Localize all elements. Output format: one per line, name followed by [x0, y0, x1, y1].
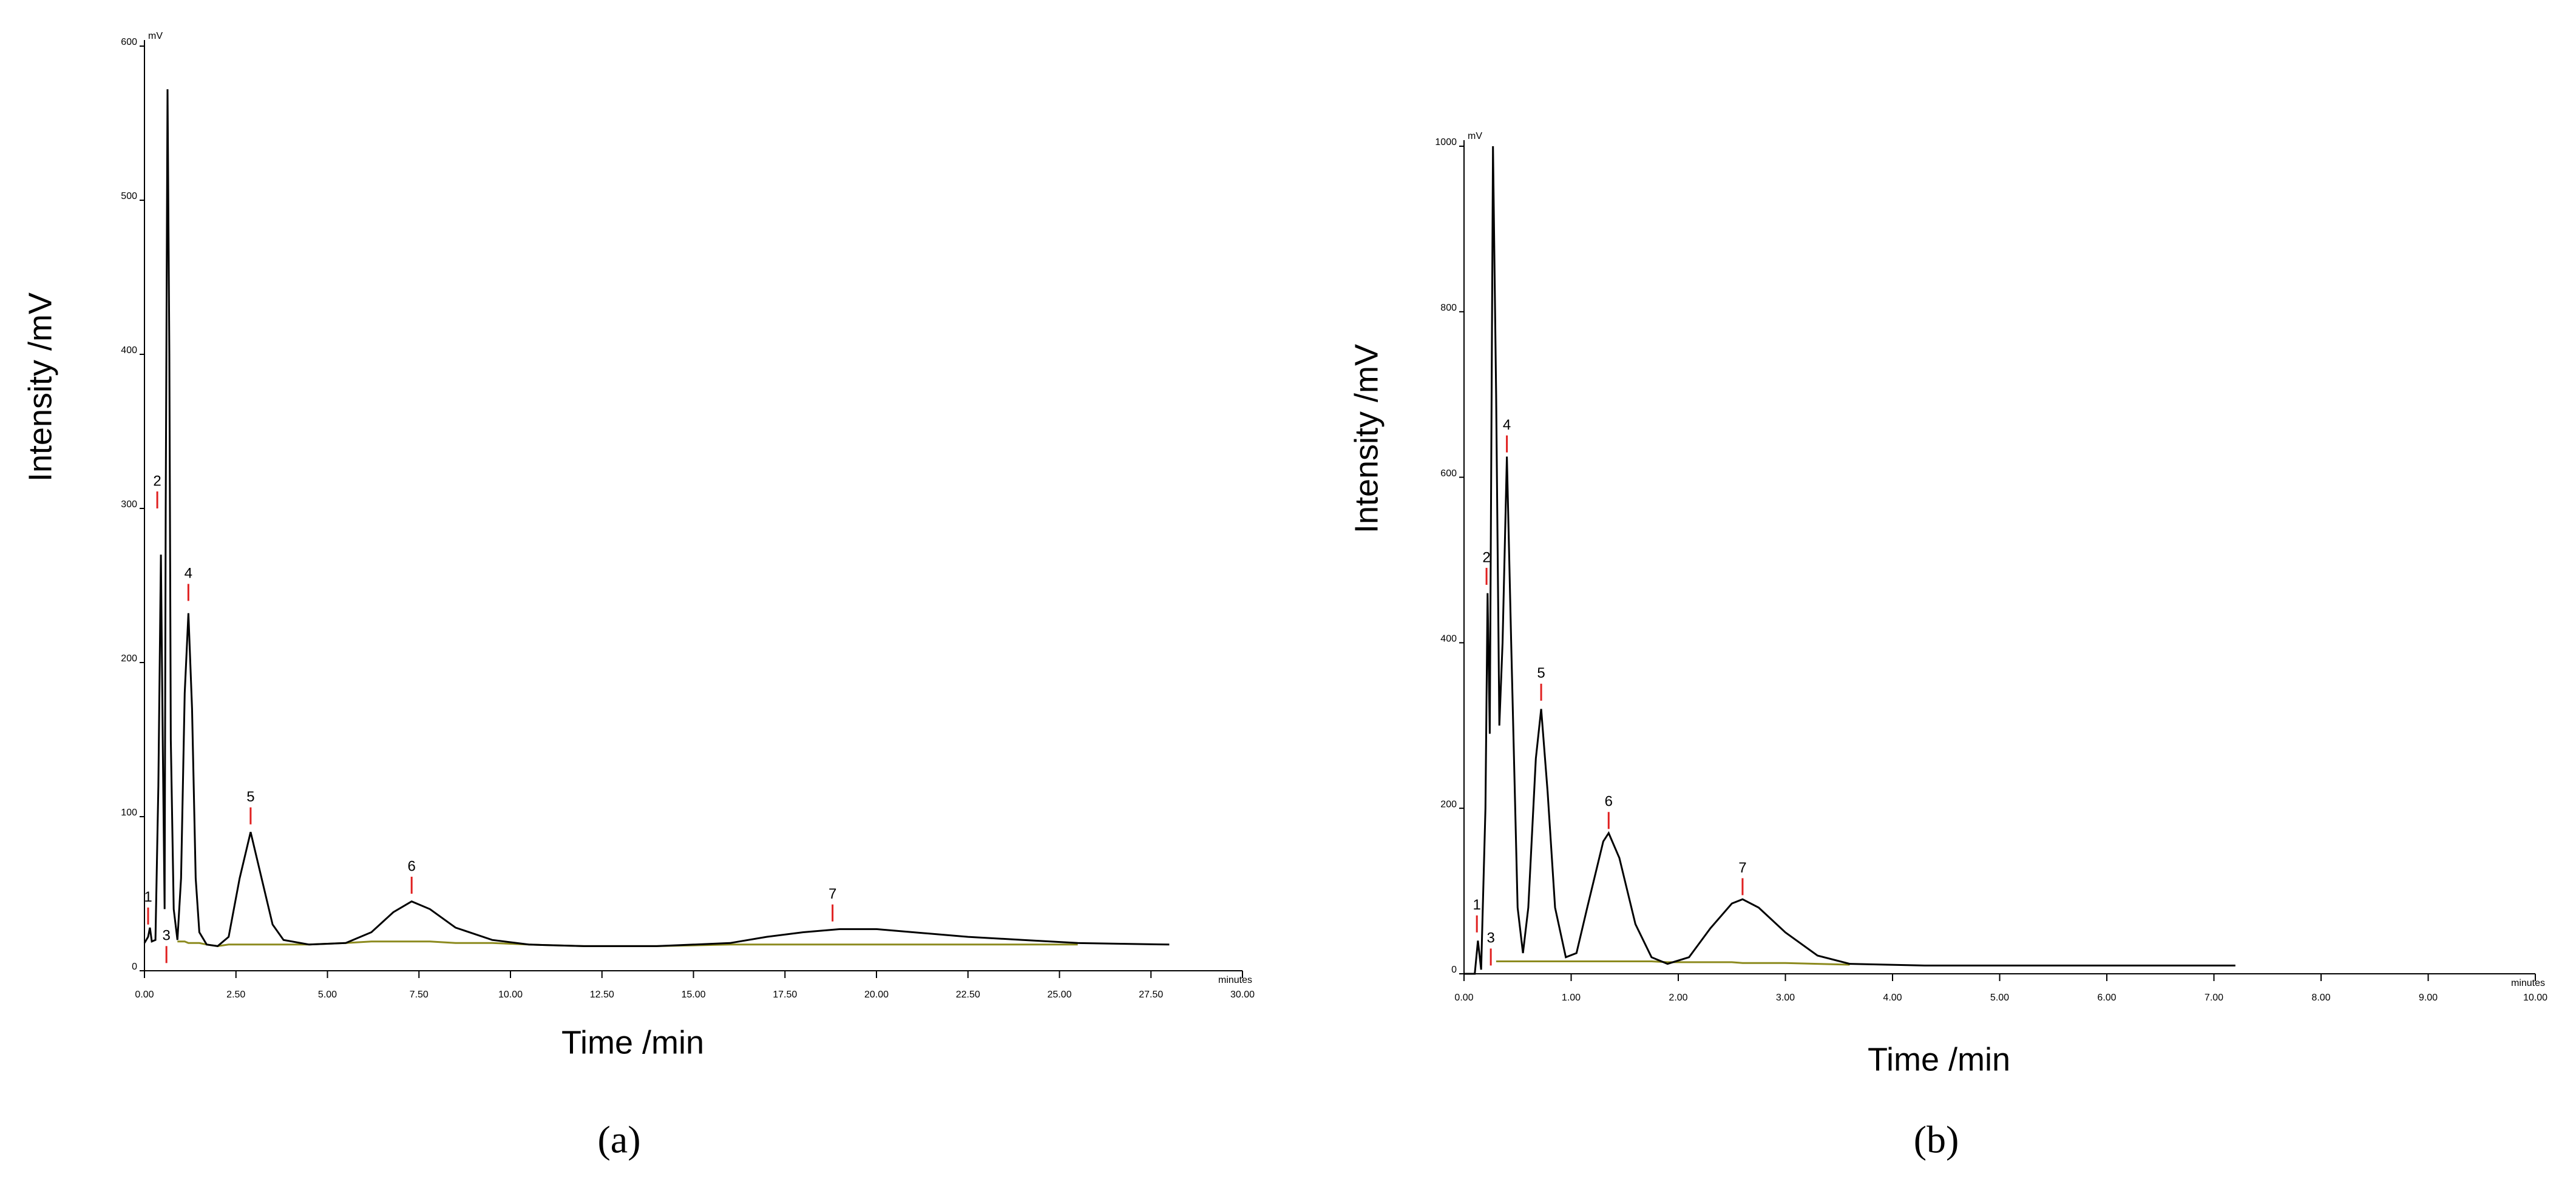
peak-label: 7 [829, 886, 836, 902]
y-tick-label: 300 [121, 499, 137, 510]
x-tick-label: 5.00 [1990, 993, 2009, 1003]
y-tick-label: 600 [1440, 468, 1457, 479]
peak-label: 5 [246, 789, 254, 805]
x-axis-title: Time /min [1868, 1041, 2010, 1078]
y-tick-label: 1000 [1435, 137, 1457, 147]
x-unit: minutes [1218, 975, 1252, 985]
x-unit: minutes [2511, 978, 2545, 988]
y-tick-label: 400 [121, 345, 137, 356]
trace [1464, 146, 2235, 975]
x-tick-label: 8.00 [2311, 993, 2330, 1003]
x-tick-label: 10.00 [2523, 993, 2547, 1003]
peak-label: 3 [1486, 930, 1494, 946]
x-tick-label: 2.00 [1669, 993, 1687, 1003]
peak-label: 4 [1503, 417, 1511, 433]
y-tick-label: 400 [1440, 634, 1457, 644]
x-tick-label: 10.00 [498, 990, 523, 1000]
peak-label: 6 [1605, 794, 1613, 810]
trace [177, 940, 1078, 947]
x-tick-label: 4.00 [1883, 993, 1902, 1003]
y-tick-label: 0 [1451, 965, 1457, 975]
peak-label: 1 [1473, 897, 1481, 913]
x-tick-label: 0.00 [1454, 993, 1473, 1003]
peak-label: 2 [1482, 549, 1490, 565]
panel-label: (a) [597, 1118, 640, 1161]
y-tick-label: 800 [1440, 303, 1457, 313]
x-tick-label: 5.00 [318, 990, 337, 1000]
y-tick-label: 100 [121, 808, 137, 818]
peak-label: 4 [185, 565, 192, 582]
y-tick-label: 0 [132, 962, 137, 972]
peak-label: 5 [1537, 665, 1545, 681]
peak-label: 6 [408, 858, 416, 874]
x-tick-label: 22.50 [956, 990, 980, 1000]
y-axis-title: Intensity /mV [22, 292, 58, 482]
x-axis-title: Time /min [561, 1024, 704, 1061]
x-tick-label: 7.50 [410, 990, 429, 1000]
peak-label: 3 [163, 928, 171, 944]
trace [1496, 960, 1850, 966]
x-tick-label: 7.00 [2205, 993, 2223, 1003]
x-tick-label: 1.00 [1562, 993, 1581, 1003]
peak-label: 2 [153, 473, 161, 489]
panel-label: (b) [1914, 1118, 1959, 1161]
y-tick-label: 600 [121, 37, 137, 47]
x-tick-label: 0.00 [135, 990, 154, 1000]
y-axis-title: Intensity /mV [1348, 344, 1385, 533]
peak-label: 7 [1738, 860, 1746, 876]
x-tick-label: 15.00 [681, 990, 705, 1000]
y-tick-label: 500 [121, 191, 137, 201]
x-tick-label: 17.50 [773, 990, 797, 1000]
x-tick-label: 20.00 [864, 990, 889, 1000]
y-unit: mV [1468, 131, 1482, 141]
y-tick-label: 200 [1440, 799, 1457, 809]
x-tick-label: 6.00 [2097, 993, 2116, 1003]
y-unit: mV [148, 31, 163, 41]
x-tick-label: 12.50 [590, 990, 614, 1000]
x-tick-label: 9.00 [2419, 993, 2438, 1003]
x-tick-label: 3.00 [1776, 993, 1795, 1003]
y-tick-label: 200 [121, 653, 137, 664]
trace [143, 89, 1170, 947]
x-tick-label: 30.00 [1230, 990, 1255, 1000]
x-tick-label: 25.00 [1047, 990, 1071, 1000]
x-tick-label: 27.50 [1139, 990, 1163, 1000]
peak-label: 1 [144, 889, 152, 905]
x-tick-label: 2.50 [226, 990, 245, 1000]
